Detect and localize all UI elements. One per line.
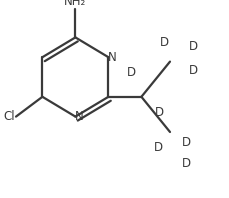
- Text: D: D: [188, 40, 197, 53]
- Text: D: D: [181, 136, 190, 149]
- Text: D: D: [159, 36, 169, 49]
- Text: Cl: Cl: [3, 110, 15, 123]
- Text: D: D: [154, 106, 163, 119]
- Text: D: D: [188, 64, 197, 77]
- Text: D: D: [181, 157, 190, 170]
- Text: D: D: [126, 66, 135, 79]
- Text: D: D: [153, 141, 162, 154]
- Text: NH₂: NH₂: [64, 0, 86, 8]
- Text: N: N: [108, 51, 116, 64]
- Text: N: N: [75, 110, 83, 123]
